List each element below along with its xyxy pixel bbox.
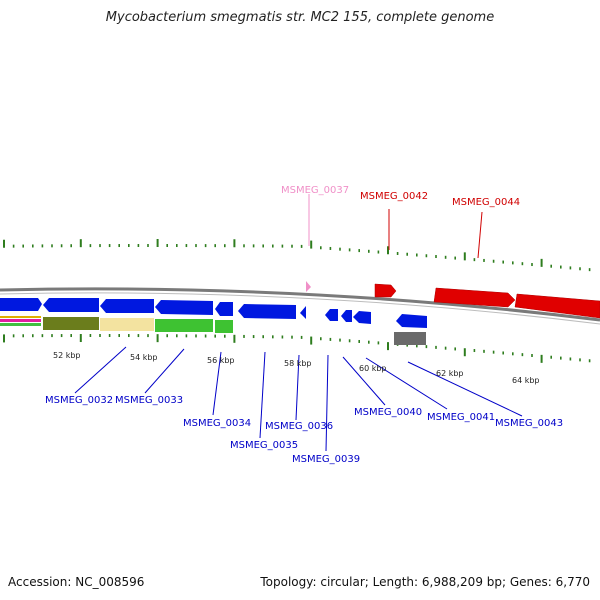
kbp-label-52: 52 kbp [53,351,81,360]
label-msmeg-0040[interactable]: MSMEG_0040 [354,407,422,418]
feature-green-b [215,320,233,333]
feature-yellow [100,318,154,331]
gene-msmeg-0036-arrow[interactable] [300,306,306,319]
feature-stripe-multi-b [0,319,41,322]
kbp-label-64: 64 kbp [512,376,540,385]
kbp-label-60: 60 kbp [359,364,387,373]
gene-msmeg-0035-arrow[interactable] [238,304,296,319]
gene-msmeg-0040-arrow[interactable] [353,311,371,324]
gene-msmeg-0041-arrow[interactable] [396,314,427,328]
leader-msmeg-0033 [144,348,185,394]
label-msmeg-0032[interactable]: MSMEG_0032 [45,395,113,406]
upper-tick-row [3,239,591,272]
feature-olive [43,317,99,330]
label-msmeg-0035[interactable]: MSMEG_0035 [230,440,298,451]
label-msmeg-0041[interactable]: MSMEG_0041 [427,412,495,423]
kbp-label-54: 54 kbp [130,353,158,362]
leader-msmeg-0041 [365,357,448,410]
gene-msmeg-0039b-arrow[interactable] [341,310,352,322]
gene-msmeg-0037-marker[interactable] [306,281,311,292]
feature-stripe-multi-c [0,323,41,326]
accession-text: Accession: NC_008596 [8,575,145,589]
feature-green [155,319,213,332]
label-msmeg-0039[interactable]: MSMEG_0039 [292,454,360,465]
leader-msmeg-0039 [325,354,329,452]
leader-msmeg-0044 [477,211,483,259]
leader-msmeg-0040 [342,356,386,406]
leader-msmeg-0036 [295,354,300,421]
leader-msmeg-0032 [74,346,127,394]
label-msmeg-0034[interactable]: MSMEG_0034 [183,418,251,429]
label-msmeg-0036[interactable]: MSMEG_0036 [265,421,333,432]
label-msmeg-0042[interactable]: MSMEG_0042 [360,191,428,202]
leader-msmeg-0035 [259,351,266,439]
label-msmeg-0037[interactable]: MSMEG_0037 [281,185,349,196]
label-msmeg-0043[interactable]: MSMEG_0043 [495,418,563,429]
gene-msmeg-0042-arrow[interactable] [374,283,397,298]
kbp-label-62: 62 kbp [436,369,464,378]
kbp-label-56: 56 kbp [207,356,235,365]
backbone-outer [0,287,600,322]
gene-msmeg-0033b-arrow[interactable] [100,299,154,313]
label-msmeg-0033[interactable]: MSMEG_0033 [115,395,183,406]
feature-stripe-multi [0,316,41,318]
gene-msmeg-0033-arrow[interactable] [43,298,99,312]
lower-tick-row [3,334,591,363]
gene-msmeg-0034b-arrow[interactable] [215,302,233,316]
gene-msmeg-0044-arrow[interactable] [514,293,600,319]
topology-summary-text: Topology: circular; Length: 6,988,209 bp… [260,575,590,589]
gene-msmeg-0039-arrow[interactable] [325,309,338,321]
label-msmeg-0044[interactable]: MSMEG_0044 [452,197,520,208]
leader-msmeg-0034 [212,351,222,416]
kbp-label-58: 58 kbp [284,359,312,368]
gene-msmeg-0034-arrow[interactable] [155,300,213,315]
gene-msmeg-0032-arrow[interactable] [0,298,42,311]
gene-msmeg-0043-arrow[interactable] [433,287,516,308]
leader-msmeg-0043 [407,361,523,417]
feature-grey [394,332,426,345]
map-title: Mycobacterium smegmatis str. MC2 155, co… [105,10,495,25]
backbone-inner [0,292,600,325]
